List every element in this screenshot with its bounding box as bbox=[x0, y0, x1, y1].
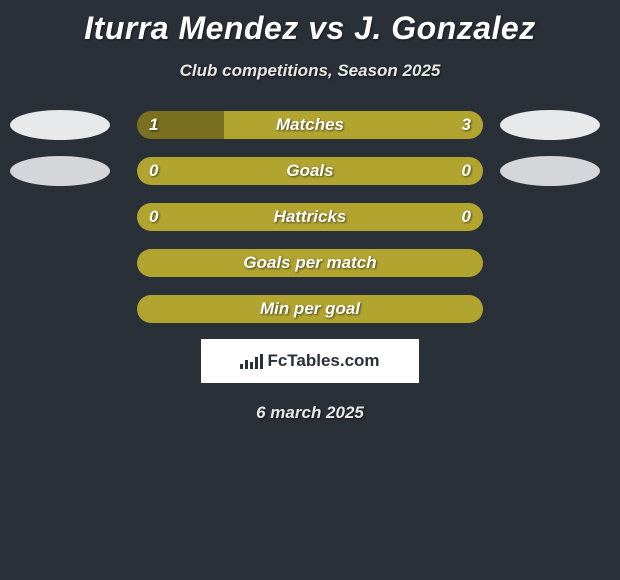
stat-label: Goals bbox=[286, 161, 333, 181]
stat-value-right: 3 bbox=[462, 115, 471, 135]
brand-text: FcTables.com bbox=[267, 351, 379, 371]
stat-label: Matches bbox=[276, 115, 344, 135]
stat-label: Hattricks bbox=[274, 207, 347, 227]
stat-bar: 1 3 Matches bbox=[137, 111, 483, 139]
stat-row: 1 3 Matches bbox=[0, 111, 620, 139]
date-label: 6 march 2025 bbox=[0, 403, 620, 423]
stat-bar: 0 0 Hattricks bbox=[137, 203, 483, 231]
stat-label: Goals per match bbox=[243, 253, 376, 273]
page-title: Iturra Mendez vs J. Gonzalez bbox=[0, 0, 620, 47]
stat-value-right: 0 bbox=[462, 207, 471, 227]
stat-bar: 0 0 Goals bbox=[137, 157, 483, 185]
brand-badge: FcTables.com bbox=[201, 339, 419, 383]
stat-row: Goals per match bbox=[0, 249, 620, 277]
stat-bar: Min per goal bbox=[137, 295, 483, 323]
stat-row: 0 0 Hattricks bbox=[0, 203, 620, 231]
player-oval-left bbox=[10, 110, 110, 140]
stat-value-left: 0 bbox=[149, 161, 158, 181]
stat-bar: Goals per match bbox=[137, 249, 483, 277]
player-oval-right bbox=[500, 156, 600, 186]
stats-container: 1 3 Matches 0 0 Goals 0 0 Hattricks Goals per mat… bbox=[0, 111, 620, 323]
page-subtitle: Club competitions, Season 2025 bbox=[0, 61, 620, 81]
stat-value-left: 0 bbox=[149, 207, 158, 227]
player-oval-right bbox=[500, 110, 600, 140]
stat-row: Min per goal bbox=[0, 295, 620, 323]
stat-row: 0 0 Goals bbox=[0, 157, 620, 185]
player-oval-left bbox=[10, 156, 110, 186]
stat-label: Min per goal bbox=[260, 299, 360, 319]
stat-value-left: 1 bbox=[149, 115, 158, 135]
bar-chart-icon bbox=[240, 353, 263, 369]
stat-value-right: 0 bbox=[462, 161, 471, 181]
bar-fill-right bbox=[224, 111, 484, 139]
